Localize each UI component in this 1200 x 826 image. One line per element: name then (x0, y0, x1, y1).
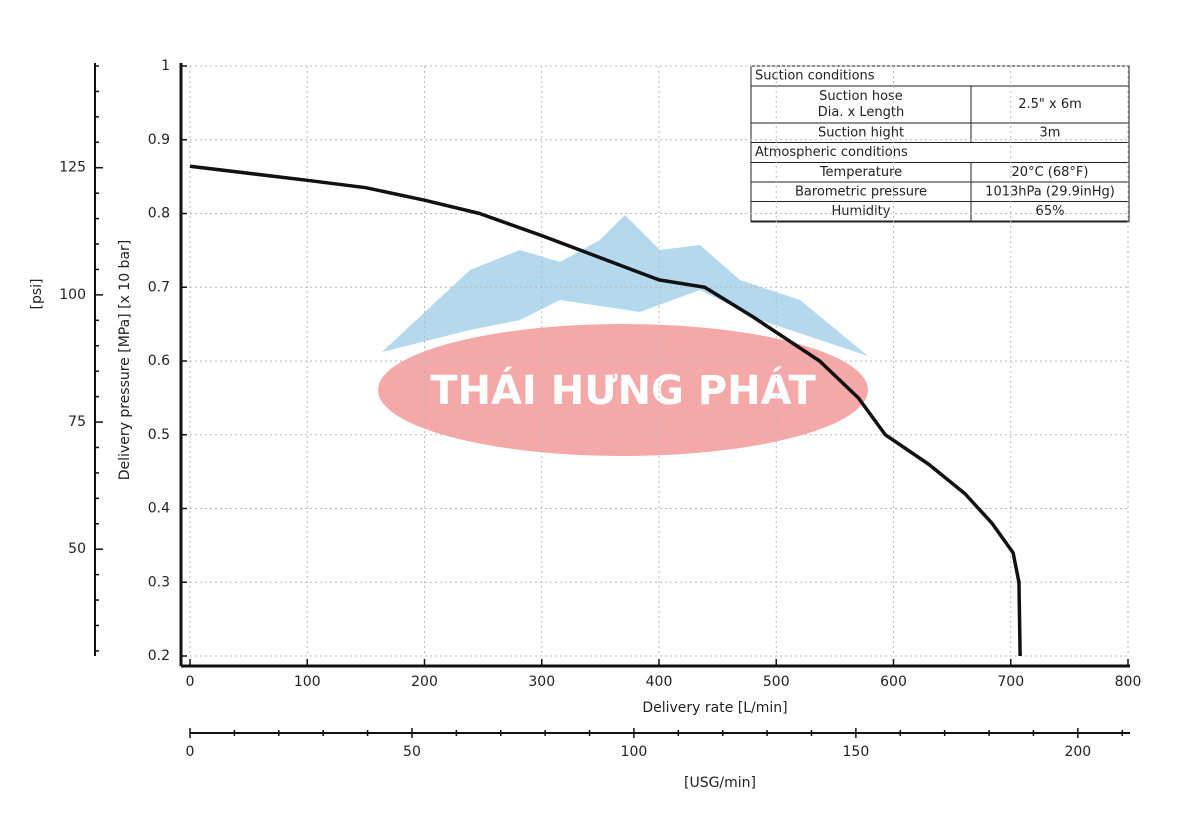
x-tick-label: 700 (997, 674, 1024, 690)
table-value: 65% (1036, 204, 1065, 219)
table-value: 20°C (68°F) (1012, 165, 1089, 180)
x-axis-label: Delivery rate [L/min] (642, 700, 787, 716)
logo-text: THÁI HƯNG PHÁT (430, 366, 816, 414)
table-value: 2.5" x 6m (1018, 97, 1082, 112)
usg-axis-label: [USG/min] (684, 775, 756, 791)
y-tick-label: 0.4 (148, 501, 170, 517)
logo-mountain (382, 215, 868, 356)
logo-ellipse (378, 324, 868, 456)
x-tick-label: 400 (646, 674, 673, 690)
y-tick-label: 0.6 (148, 353, 170, 369)
usg-tick-label: 100 (621, 744, 648, 760)
x-tick-label: 0 (186, 674, 195, 690)
usg-tick-label: 200 (1064, 744, 1091, 760)
y-tick-label: 0.5 (148, 427, 170, 443)
psi-tick-label: 100 (59, 287, 86, 303)
table-label: Suction hight (818, 125, 904, 140)
x-tick-label: 500 (763, 674, 790, 690)
table-section-title: Suction conditions (755, 69, 875, 84)
y-axis-label: Delivery pressure [MPa] [x 10 bar] (117, 240, 133, 480)
x-tick-label: 300 (528, 674, 555, 690)
y-tick-label: 0.8 (148, 206, 170, 222)
y-tick-label: 0.7 (148, 279, 170, 295)
usg-tick-label: 150 (843, 744, 870, 760)
table-label: Temperature (819, 165, 902, 180)
psi-axis-label: [psi] (29, 279, 45, 310)
usg-tick-label: 50 (403, 744, 421, 760)
y-tick-label: 0.2 (148, 648, 170, 664)
table-label: Barometric pressure (795, 184, 927, 199)
x-tick-label: 100 (294, 674, 321, 690)
table-label: Dia. x Length (818, 105, 905, 120)
watermark-logo: THÁI HƯNG PHÁT (378, 215, 868, 456)
y-tick-label: 0.9 (148, 132, 170, 148)
x-tick-label: 200 (411, 674, 438, 690)
table-value: 1013hPa (29.9inHg) (985, 184, 1115, 199)
table-label: Humidity (832, 204, 891, 219)
x-tick-label: 600 (880, 674, 907, 690)
psi-tick-label: 125 (59, 160, 86, 176)
table-label: Suction hose (819, 89, 903, 104)
table-value: 3m (1040, 125, 1061, 140)
usg-tick-label: 0 (186, 744, 195, 760)
x-tick-label: 800 (1115, 674, 1142, 690)
table-section-title: Atmospheric conditions (755, 145, 908, 160)
y-tick-label: 0.3 (148, 574, 170, 590)
psi-tick-label: 50 (68, 541, 86, 557)
psi-tick-label: 75 (68, 414, 86, 430)
y-tick-label: 1 (161, 58, 170, 74)
curve (189, 164, 1022, 657)
